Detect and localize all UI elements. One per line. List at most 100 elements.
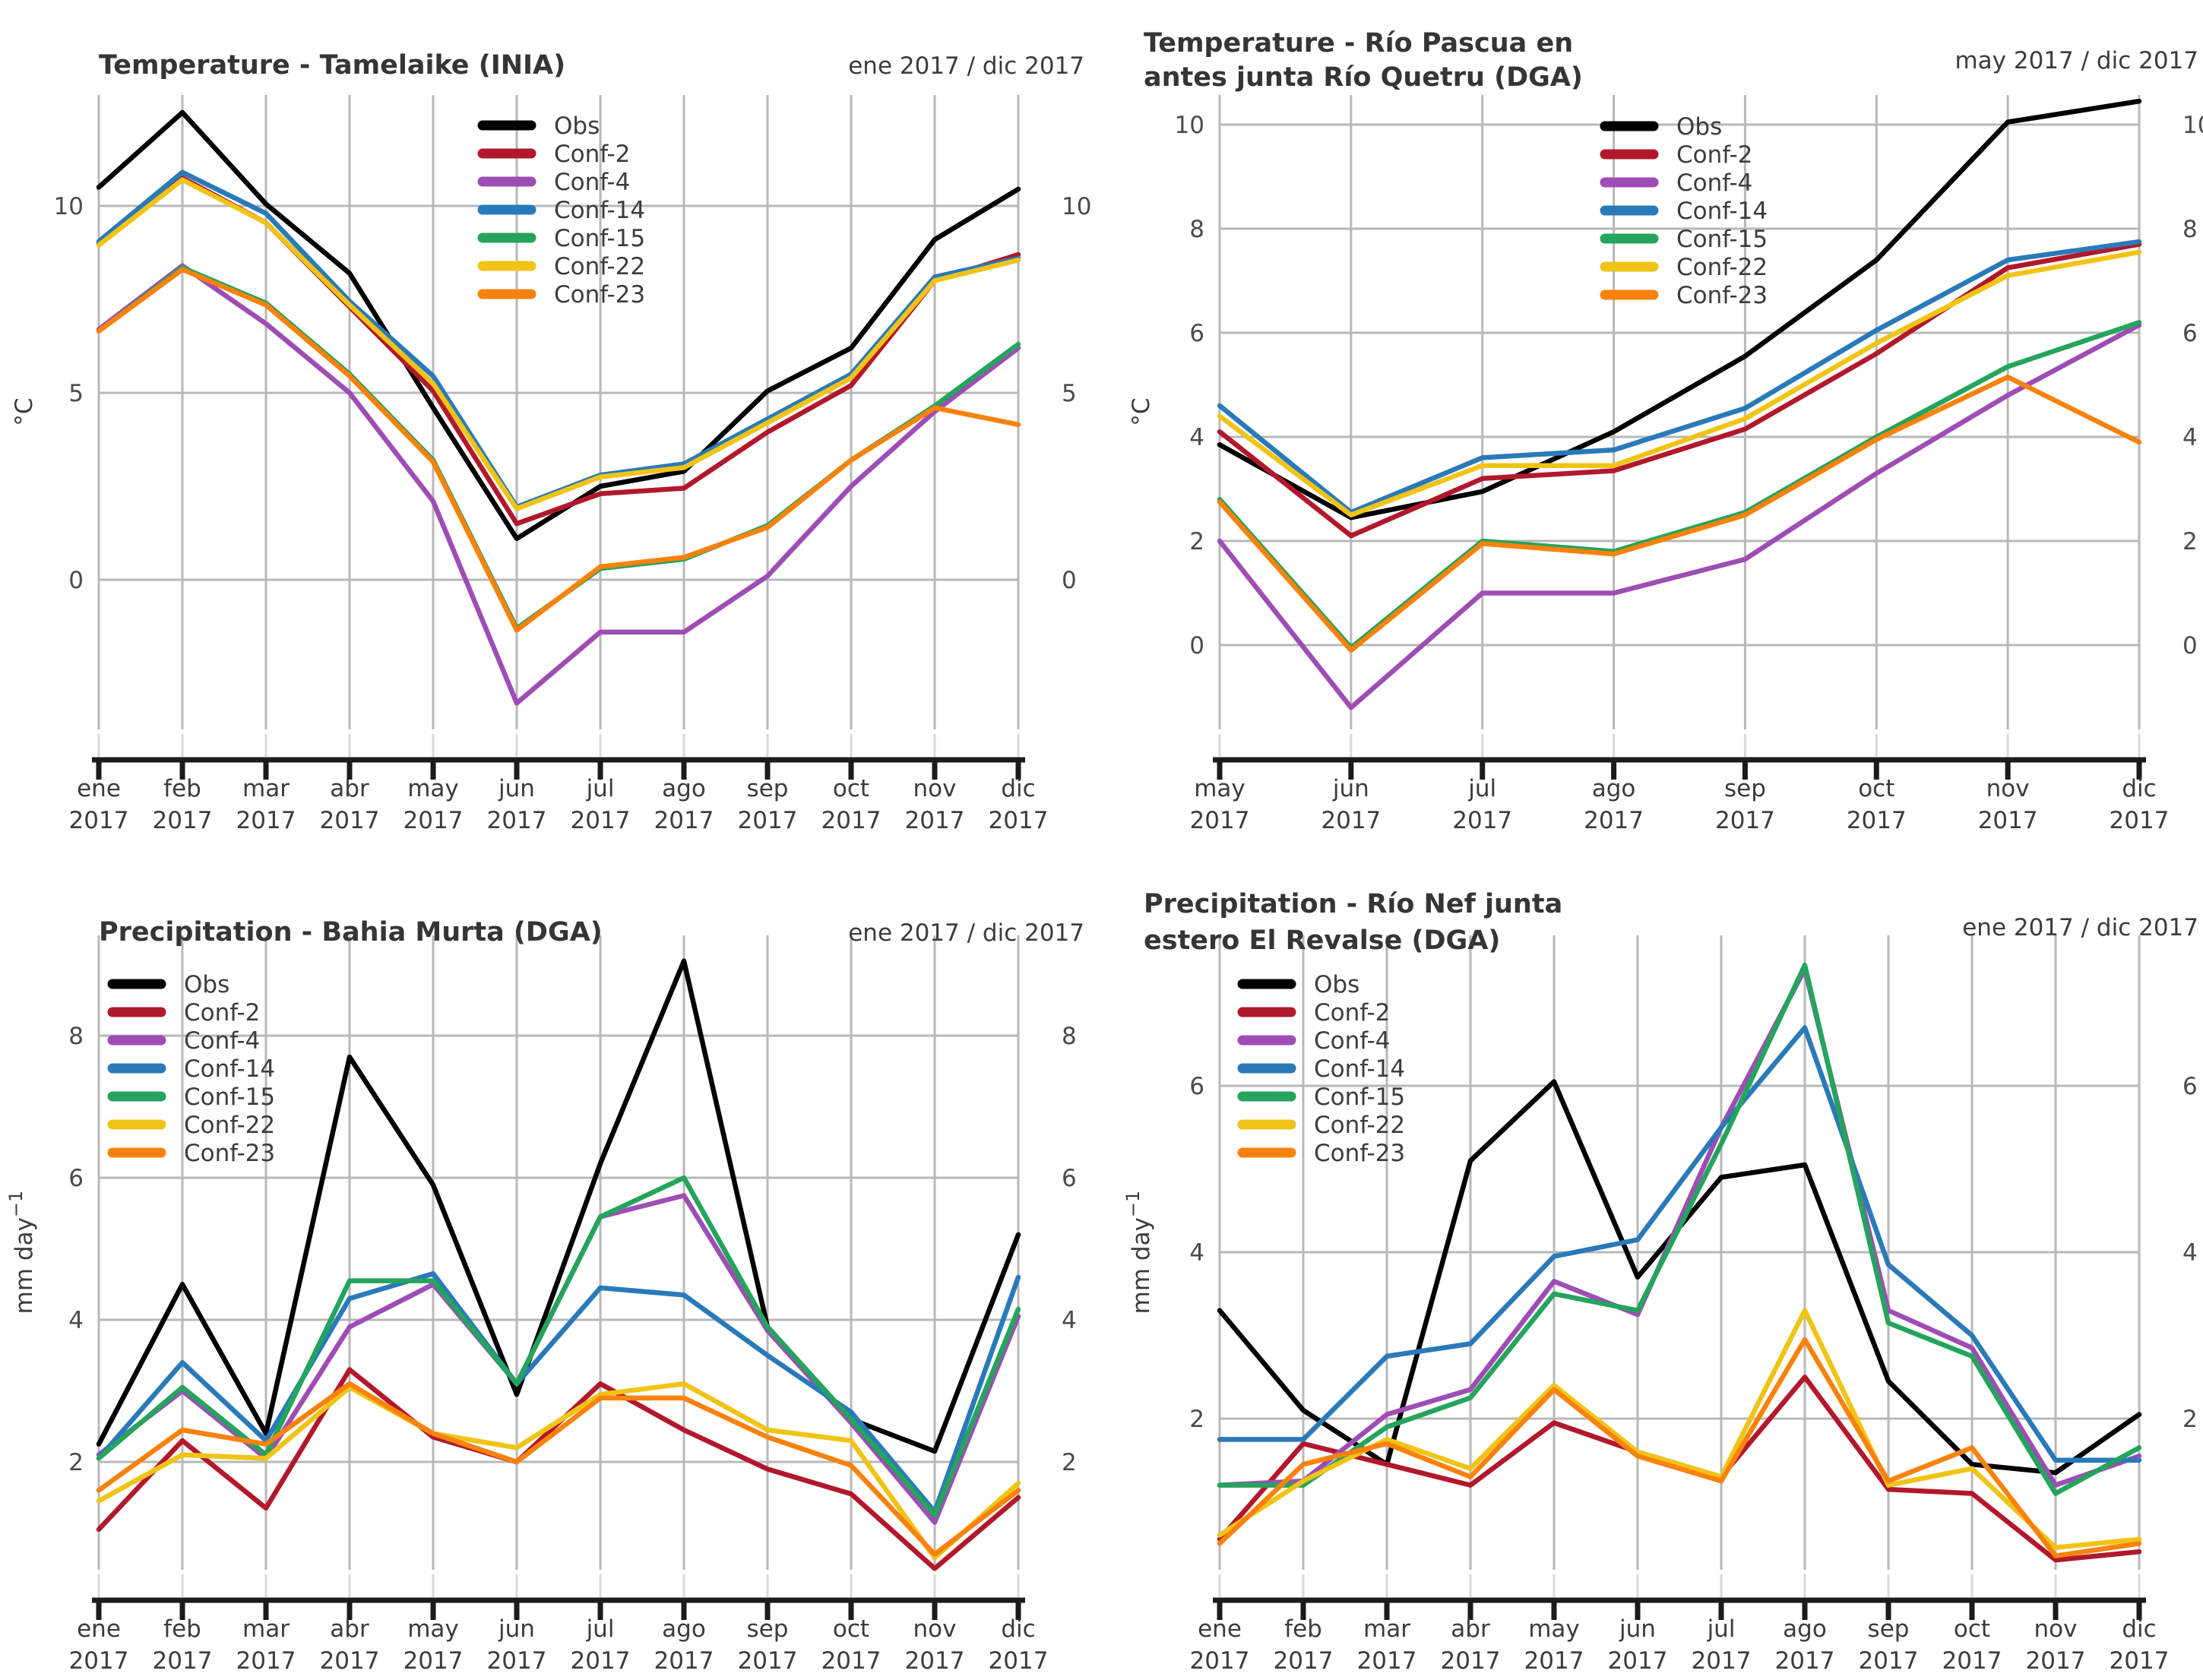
series-line-conf-4 bbox=[1217, 322, 2142, 710]
series-line-conf-4 bbox=[96, 1193, 1021, 1525]
legend-label-conf-22: Conf-22 bbox=[1314, 1112, 1405, 1139]
series-line-conf-4 bbox=[96, 263, 1021, 706]
legend-label-conf-15: Conf-15 bbox=[184, 1084, 275, 1111]
series-lines bbox=[96, 109, 1021, 706]
x-tick-label-year: 2017 bbox=[1608, 1647, 1668, 1675]
y-tick-label-right: 5 bbox=[1062, 380, 1077, 407]
y-tick-label-right: 0 bbox=[2182, 632, 2198, 660]
legend: ObsConf-2Conf-4Conf-14Conf-15Conf-22Conf… bbox=[1600, 113, 1768, 309]
x-tick-label-month: sep bbox=[1724, 775, 1766, 802]
chart-range-label: ene 2017 / dic 2017 bbox=[848, 919, 1084, 947]
series-line-conf-23 bbox=[96, 1381, 1021, 1557]
x-tick-label-month: jul bbox=[1467, 775, 1496, 802]
x-tick-label-month: jul bbox=[1707, 1615, 1736, 1643]
y-axis-label-sup: −1 bbox=[1122, 1191, 1144, 1217]
legend-label-conf-22: Conf-22 bbox=[1676, 254, 1768, 281]
x-tick-label-month: may bbox=[407, 775, 459, 802]
series-line-conf-14 bbox=[1217, 239, 2142, 515]
chart-range-label: may 2017 / dic 2017 bbox=[1955, 47, 2198, 74]
x-tick-label-year: 2017 bbox=[2110, 1647, 2170, 1675]
y-tick-label-left: 10 bbox=[54, 193, 84, 220]
x-tick-label-year: 2017 bbox=[1190, 807, 1250, 834]
x-tick-label-month: dic bbox=[2122, 775, 2156, 802]
y-tick-label-right: 6 bbox=[1062, 1165, 1077, 1192]
y-tick-label-left: 4 bbox=[1189, 1239, 1204, 1267]
x-tick-label-month: jun bbox=[498, 1615, 535, 1643]
x-tick-label-year: 2017 bbox=[1775, 1647, 1835, 1675]
y-axis-label: mm day−1 bbox=[5, 1191, 38, 1315]
x-tick-label-month: mar bbox=[242, 775, 290, 802]
legend-label-conf-15: Conf-15 bbox=[554, 225, 645, 252]
y-tick-label-right: 4 bbox=[2182, 1239, 2198, 1267]
legend-label-conf-14: Conf-14 bbox=[184, 1055, 275, 1083]
series-line-obs bbox=[96, 109, 1021, 542]
y-tick-labels: 0 0 5 5 10 10 bbox=[54, 193, 1092, 594]
legend-label-conf-4: Conf-4 bbox=[1676, 169, 1752, 197]
legend-label-conf-4: Conf-4 bbox=[1314, 1027, 1390, 1055]
chart-title: Temperature - Tamelaike (INIA) bbox=[99, 50, 565, 81]
x-tick-label-year: 2017 bbox=[236, 1647, 296, 1675]
x-tick-label-month: oct bbox=[833, 1615, 869, 1643]
x-tick-label-year: 2017 bbox=[1190, 1647, 1250, 1675]
legend-label-conf-14: Conf-14 bbox=[554, 197, 645, 224]
y-axis-label-main: mm day bbox=[1128, 1217, 1155, 1314]
chart-canvas: 2 2 4 4 6 6 ene 2017 feb 2017 mar 2017 abr 2017 may 201… bbox=[1122, 889, 2198, 1675]
x-tick-label-month: ago bbox=[662, 775, 706, 802]
y-axis-label-sup: −1 bbox=[5, 1191, 27, 1217]
x-tick-label-month: may bbox=[1194, 775, 1246, 802]
x-tick-label-month: sep bbox=[1868, 1615, 1910, 1643]
x-tick-label-year: 2017 bbox=[571, 807, 631, 834]
y-tick-label-left: 6 bbox=[1189, 320, 1204, 347]
y-tick-label-right: 6 bbox=[2182, 1073, 2198, 1100]
y-axis-label-main: °C bbox=[11, 397, 38, 426]
series-line-conf-2 bbox=[96, 1367, 1021, 1571]
x-tick-label-month: may bbox=[1528, 1615, 1580, 1643]
x-tick-label-year: 2017 bbox=[821, 1647, 882, 1675]
legend: ObsConf-2Conf-4Conf-14Conf-15Conf-22Conf… bbox=[107, 971, 275, 1167]
chart-precipitation-bahia-murta: 2 2 4 4 6 6 8 8 ene 2017 feb 2017 mar 2017 abr 2017 may 2… bbox=[0, 840, 1101, 1680]
y-axis-label: °C bbox=[1128, 397, 1155, 426]
x-tick-label-month: nov bbox=[913, 775, 957, 802]
y-tick-label-left: 2 bbox=[1189, 528, 1204, 555]
x-tick-label-month: ago bbox=[1592, 775, 1636, 802]
y-tick-label-left: 8 bbox=[68, 1023, 84, 1050]
x-tick-label-year: 2017 bbox=[487, 1647, 547, 1675]
series-line-conf-15 bbox=[1217, 962, 2142, 1496]
x-axis bbox=[92, 1574, 1025, 1620]
y-tick-label-right: 10 bbox=[1062, 193, 1091, 220]
y-axis-label-main: mm day bbox=[11, 1217, 38, 1314]
x-axis bbox=[1213, 734, 2146, 780]
x-tick-label-month: mar bbox=[1363, 1615, 1410, 1643]
y-tick-label-right: 4 bbox=[1062, 1307, 1077, 1334]
x-axis bbox=[92, 734, 1025, 780]
series-line-obs bbox=[1217, 98, 2142, 520]
x-tick-label-month: feb bbox=[163, 775, 201, 802]
x-tick-label-month: dic bbox=[1001, 1615, 1035, 1643]
x-tick-label-month: sep bbox=[747, 1615, 789, 1643]
series-line-conf-15 bbox=[1217, 320, 2142, 650]
x-tick-label-month: ago bbox=[662, 1615, 706, 1643]
series-lines bbox=[1217, 98, 2142, 710]
x-tick-label-year: 2017 bbox=[69, 807, 129, 834]
x-tick-label-month: oct bbox=[1954, 1615, 1990, 1643]
y-tick-label-right: 0 bbox=[1062, 567, 1077, 594]
legend-label-conf-14: Conf-14 bbox=[1676, 198, 1768, 225]
grid bbox=[1218, 95, 2141, 729]
x-tick-labels: may 2017 jun 2017 jul 2017 ago 2017 sep 2017 oct 20… bbox=[1190, 775, 2170, 834]
x-tick-label-year: 2017 bbox=[404, 1647, 464, 1675]
chart-canvas: 2 2 4 4 6 6 8 8 ene 2017 feb 2017 mar 2017 abr 2017 may 2… bbox=[5, 917, 1084, 1675]
x-tick-label-month: abr bbox=[330, 775, 369, 802]
x-tick-label-year: 2017 bbox=[1859, 1647, 1919, 1675]
x-tick-label-month: jun bbox=[498, 775, 535, 802]
series-line-obs bbox=[96, 958, 1021, 1454]
x-tick-label-month: dic bbox=[2122, 1615, 2156, 1643]
legend-label-obs: Obs bbox=[184, 971, 229, 998]
y-tick-label-right: 10 bbox=[2182, 112, 2203, 139]
y-tick-label-right: 2 bbox=[1062, 1449, 1077, 1476]
x-tick-label-year: 2017 bbox=[738, 1647, 798, 1675]
series-line-conf-22 bbox=[1217, 249, 2142, 518]
legend-label-conf-22: Conf-22 bbox=[184, 1112, 275, 1139]
chart-range-label: ene 2017 / dic 2017 bbox=[848, 52, 1084, 80]
x-tick-label-month: dic bbox=[1001, 775, 1035, 802]
legend-label-conf-2: Conf-2 bbox=[1314, 999, 1390, 1027]
